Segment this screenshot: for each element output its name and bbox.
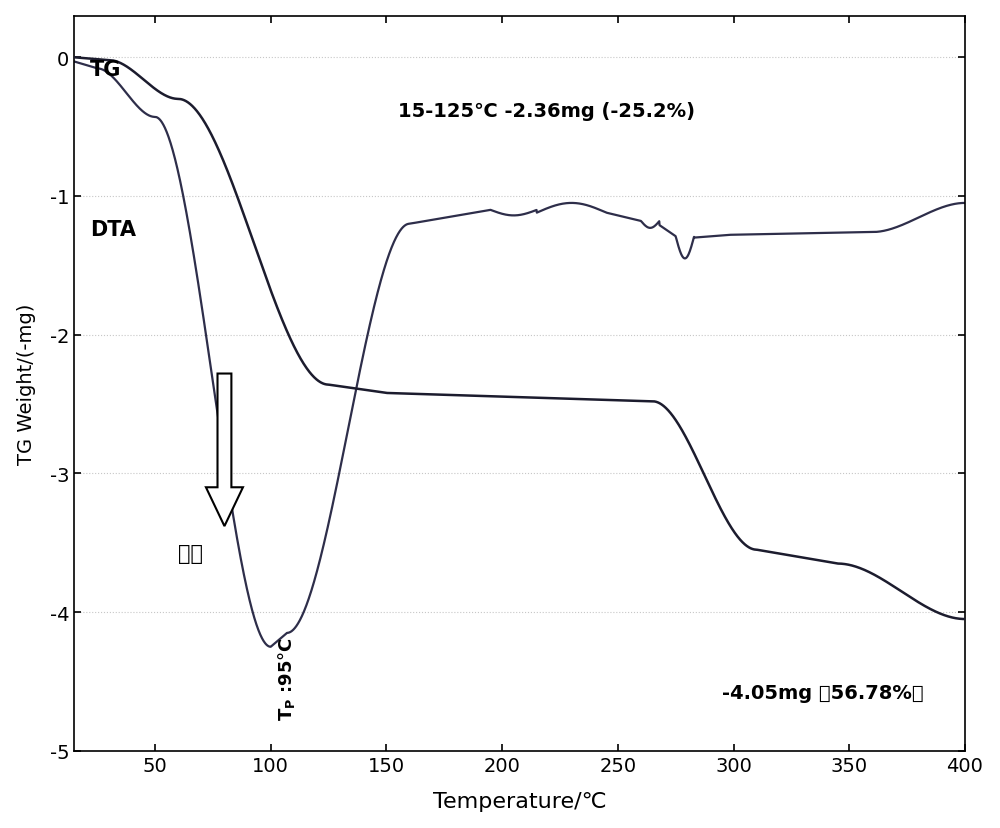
Text: 15-125℃ -2.36mg (-25.2%): 15-125℃ -2.36mg (-25.2%): [398, 101, 695, 120]
Text: $\mathbf{T}_\mathbf{P}$ :95°C: $\mathbf{T}_\mathbf{P}$ :95°C: [276, 637, 297, 720]
X-axis label: Temperature/℃: Temperature/℃: [433, 792, 606, 811]
Polygon shape: [206, 374, 243, 527]
Text: 吸热: 吸热: [178, 544, 203, 564]
Text: DTA: DTA: [90, 219, 136, 239]
Text: TG: TG: [90, 60, 122, 80]
Text: -4.05mg （56.78%）: -4.05mg （56.78%）: [722, 683, 924, 702]
Y-axis label: TG Weight/(-mg): TG Weight/(-mg): [17, 303, 36, 465]
